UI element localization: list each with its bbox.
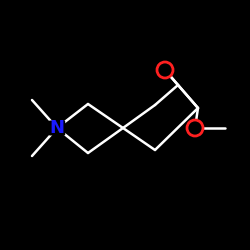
Circle shape <box>157 62 173 78</box>
FancyBboxPatch shape <box>49 120 65 136</box>
Circle shape <box>187 120 203 136</box>
Text: N: N <box>50 119 64 137</box>
